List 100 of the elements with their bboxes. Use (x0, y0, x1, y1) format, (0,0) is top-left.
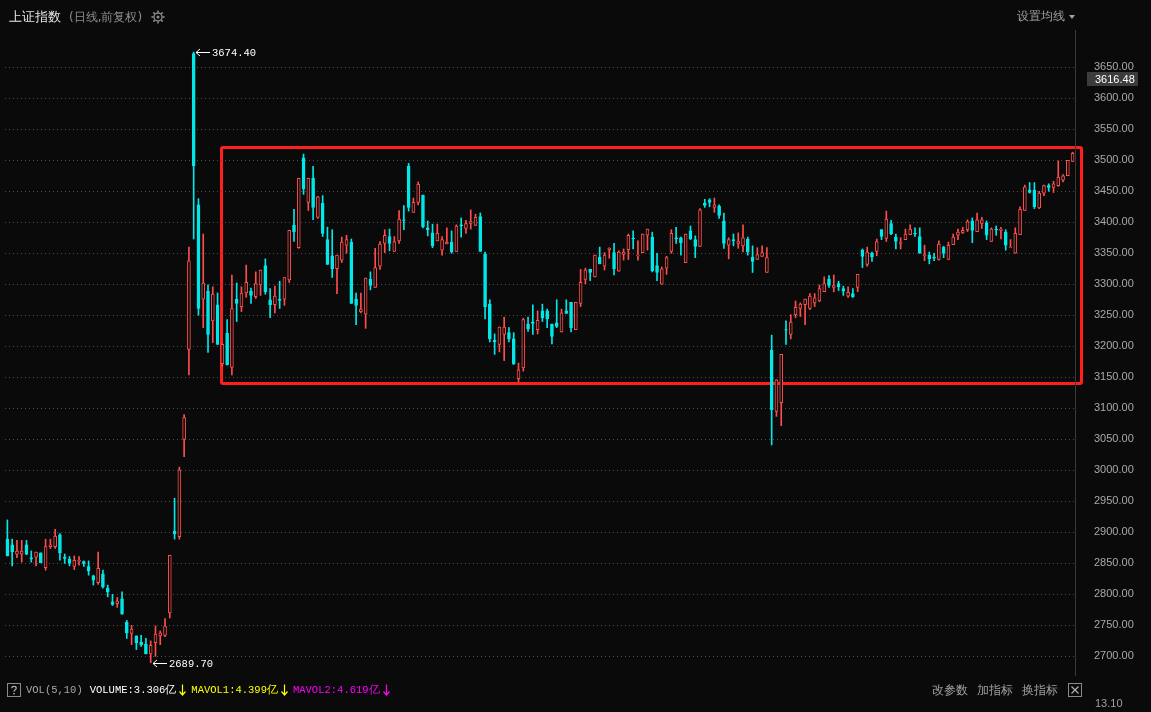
candlestick (478, 212, 483, 252)
candlestick (382, 229, 387, 253)
y-tick-label: 2800.00 (1094, 587, 1134, 600)
candlestick (459, 217, 464, 238)
candlestick (999, 226, 1003, 240)
candlestick (779, 354, 784, 427)
y-tick-label: 3150.00 (1094, 370, 1134, 383)
candlestick (105, 584, 110, 598)
chart-subtitle: (日线,前复权) (69, 10, 143, 24)
candlestick (230, 274, 234, 376)
candlestick (870, 251, 874, 262)
y-tick-label: 2850.00 (1094, 556, 1134, 569)
candlestick (822, 276, 827, 293)
candlestick (726, 237, 731, 260)
y-tick-label: 3350.00 (1094, 246, 1134, 259)
candlestick (206, 284, 210, 353)
candlestick (808, 293, 812, 311)
candlestick (874, 238, 879, 257)
y-tick-label: 3450.00 (1094, 184, 1134, 197)
candlestick (210, 286, 215, 343)
candlestick (330, 229, 335, 278)
candlestick (564, 299, 569, 314)
candlestick (306, 177, 311, 211)
candlestick (81, 560, 86, 567)
candlestick (659, 266, 664, 285)
candlestick (421, 194, 425, 229)
y-tick-label: 3400.00 (1094, 215, 1134, 228)
candlestick (163, 618, 167, 637)
y-tick-label: 3300.00 (1094, 277, 1134, 290)
candlestick (760, 245, 764, 257)
candlestick (702, 198, 707, 208)
candlestick (521, 318, 526, 372)
candlestick (158, 630, 163, 645)
candlestick (187, 246, 191, 376)
candlestick (569, 301, 573, 333)
candlestick (722, 212, 726, 249)
candlestick (531, 304, 535, 335)
candlestick (612, 243, 616, 276)
candlestick (296, 177, 301, 249)
candlestick (994, 225, 999, 236)
candlestick (483, 251, 487, 320)
candlestick (765, 247, 769, 273)
candlestick (717, 204, 721, 219)
candlestick (316, 195, 320, 219)
annotation: 2689.70 (169, 657, 214, 670)
text: 换指标 (1022, 683, 1058, 697)
y-tick-label: 3500.00 (1094, 153, 1134, 166)
candlestick (440, 236, 444, 256)
candlestick (201, 233, 206, 329)
y-tick-label: 3550.00 (1094, 122, 1134, 135)
candlestick (502, 316, 506, 361)
candlestick (1056, 160, 1061, 187)
candlestick (335, 254, 339, 294)
candlestick (932, 252, 936, 262)
y-tick-label: 3050.00 (1094, 432, 1134, 445)
candlestick (464, 220, 468, 234)
y-tick-label: 2750.00 (1094, 618, 1134, 631)
candlestick (349, 238, 354, 304)
candlestick (640, 233, 645, 253)
candlestick (359, 292, 363, 314)
candlestick (683, 233, 688, 263)
candlestick (139, 634, 143, 647)
y-tick-label: 3250.00 (1094, 308, 1134, 321)
candlestick (34, 551, 38, 567)
candlestick (917, 227, 922, 254)
candlestick (631, 230, 635, 250)
candlestick (980, 216, 984, 229)
candlestick (1037, 190, 1041, 209)
candlestick (373, 247, 378, 288)
candlestick (636, 240, 640, 261)
candlestick (29, 550, 34, 563)
text: VOLUME:3.306亿 (89, 683, 177, 696)
y-tick-label: 3200.00 (1094, 339, 1134, 352)
candlestick (311, 166, 315, 221)
candlestick (62, 553, 67, 564)
candlestick (167, 554, 172, 619)
text: 加指标 (977, 683, 1013, 697)
candlestick (268, 288, 272, 319)
candlestick (58, 533, 62, 561)
candlestick (1018, 206, 1022, 235)
candlestick (53, 528, 57, 549)
candlestick (588, 269, 592, 281)
candlestick (115, 597, 120, 608)
candlestick (960, 226, 965, 234)
text: 设置均线 (1017, 9, 1065, 23)
candlestick (616, 250, 621, 272)
candlestick (908, 224, 913, 235)
candlestick (225, 319, 229, 366)
candlestick (354, 292, 358, 325)
candlestick (1066, 159, 1070, 177)
candlestick (72, 555, 77, 570)
candlestick (889, 220, 893, 235)
candlestick (287, 229, 292, 283)
candlestick (182, 414, 186, 458)
text: VOL(5,10) (26, 683, 83, 696)
text: MAVOL1:4.399亿 (191, 683, 278, 696)
candlestick (292, 208, 296, 242)
candlestick (1013, 227, 1018, 254)
candlestick (736, 232, 741, 249)
candlestick (745, 236, 750, 256)
